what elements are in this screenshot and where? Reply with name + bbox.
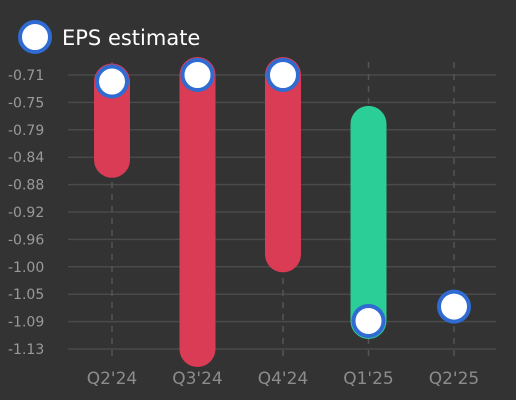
y-tick-label: -0.88 xyxy=(8,178,44,194)
eps-estimate-marker[interactable] xyxy=(180,58,215,92)
y-tick-label: -0.75 xyxy=(8,95,44,111)
range-bar xyxy=(179,57,216,367)
x-tick-label: Q2'24 xyxy=(87,369,138,389)
legend-marker xyxy=(18,20,52,54)
y-tick-label: -0.84 xyxy=(8,150,44,166)
y-tick-label: -0.96 xyxy=(8,232,44,248)
legend-label: EPS estimate xyxy=(62,26,200,50)
range-bar xyxy=(265,57,301,273)
range-bar xyxy=(350,105,387,339)
x-tick-label: Q3'24 xyxy=(172,369,223,389)
x-tick-label: Q4'24 xyxy=(258,369,309,389)
x-tick-label: Q1'25 xyxy=(343,369,394,389)
y-tick-label: -1.05 xyxy=(8,287,44,303)
y-axis-ticks: -0.71 -0.75 -0.79 -0.84 -0.88 -0.92 -0.96 -1.00… xyxy=(8,68,44,358)
y-tick-label: -0.79 xyxy=(8,123,44,139)
eps-estimate-marker[interactable] xyxy=(351,303,386,338)
y-tick-label: -0.71 xyxy=(8,68,44,84)
y-tick-label: -0.92 xyxy=(8,205,44,221)
eps-estimate-marker[interactable] xyxy=(437,289,471,324)
eps-estimate-marker[interactable] xyxy=(95,64,129,99)
estimate-markers xyxy=(95,58,471,338)
y-tick-label: -1.13 xyxy=(8,342,44,358)
x-tick-label: Q2'25 xyxy=(429,369,480,389)
y-tick-label: -1.00 xyxy=(8,260,44,276)
x-axis-ticks: Q2'24 Q3'24 Q4'24 Q1'25 Q2'25 xyxy=(87,369,480,389)
eps-estimate-marker[interactable] xyxy=(266,58,300,92)
legend: EPS estimate xyxy=(18,20,200,54)
y-tick-label: -1.09 xyxy=(8,315,44,331)
